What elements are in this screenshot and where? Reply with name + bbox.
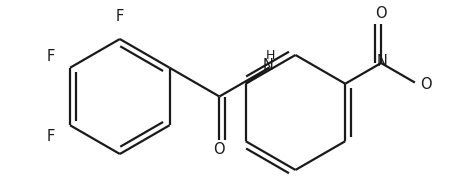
Text: O: O xyxy=(419,77,431,92)
Text: O: O xyxy=(213,142,225,157)
Text: N: N xyxy=(376,54,387,69)
Text: O: O xyxy=(374,6,386,21)
Text: H: H xyxy=(266,49,275,62)
Text: F: F xyxy=(46,49,55,64)
Text: F: F xyxy=(115,9,124,24)
Text: N: N xyxy=(262,58,273,73)
Text: F: F xyxy=(46,129,55,144)
